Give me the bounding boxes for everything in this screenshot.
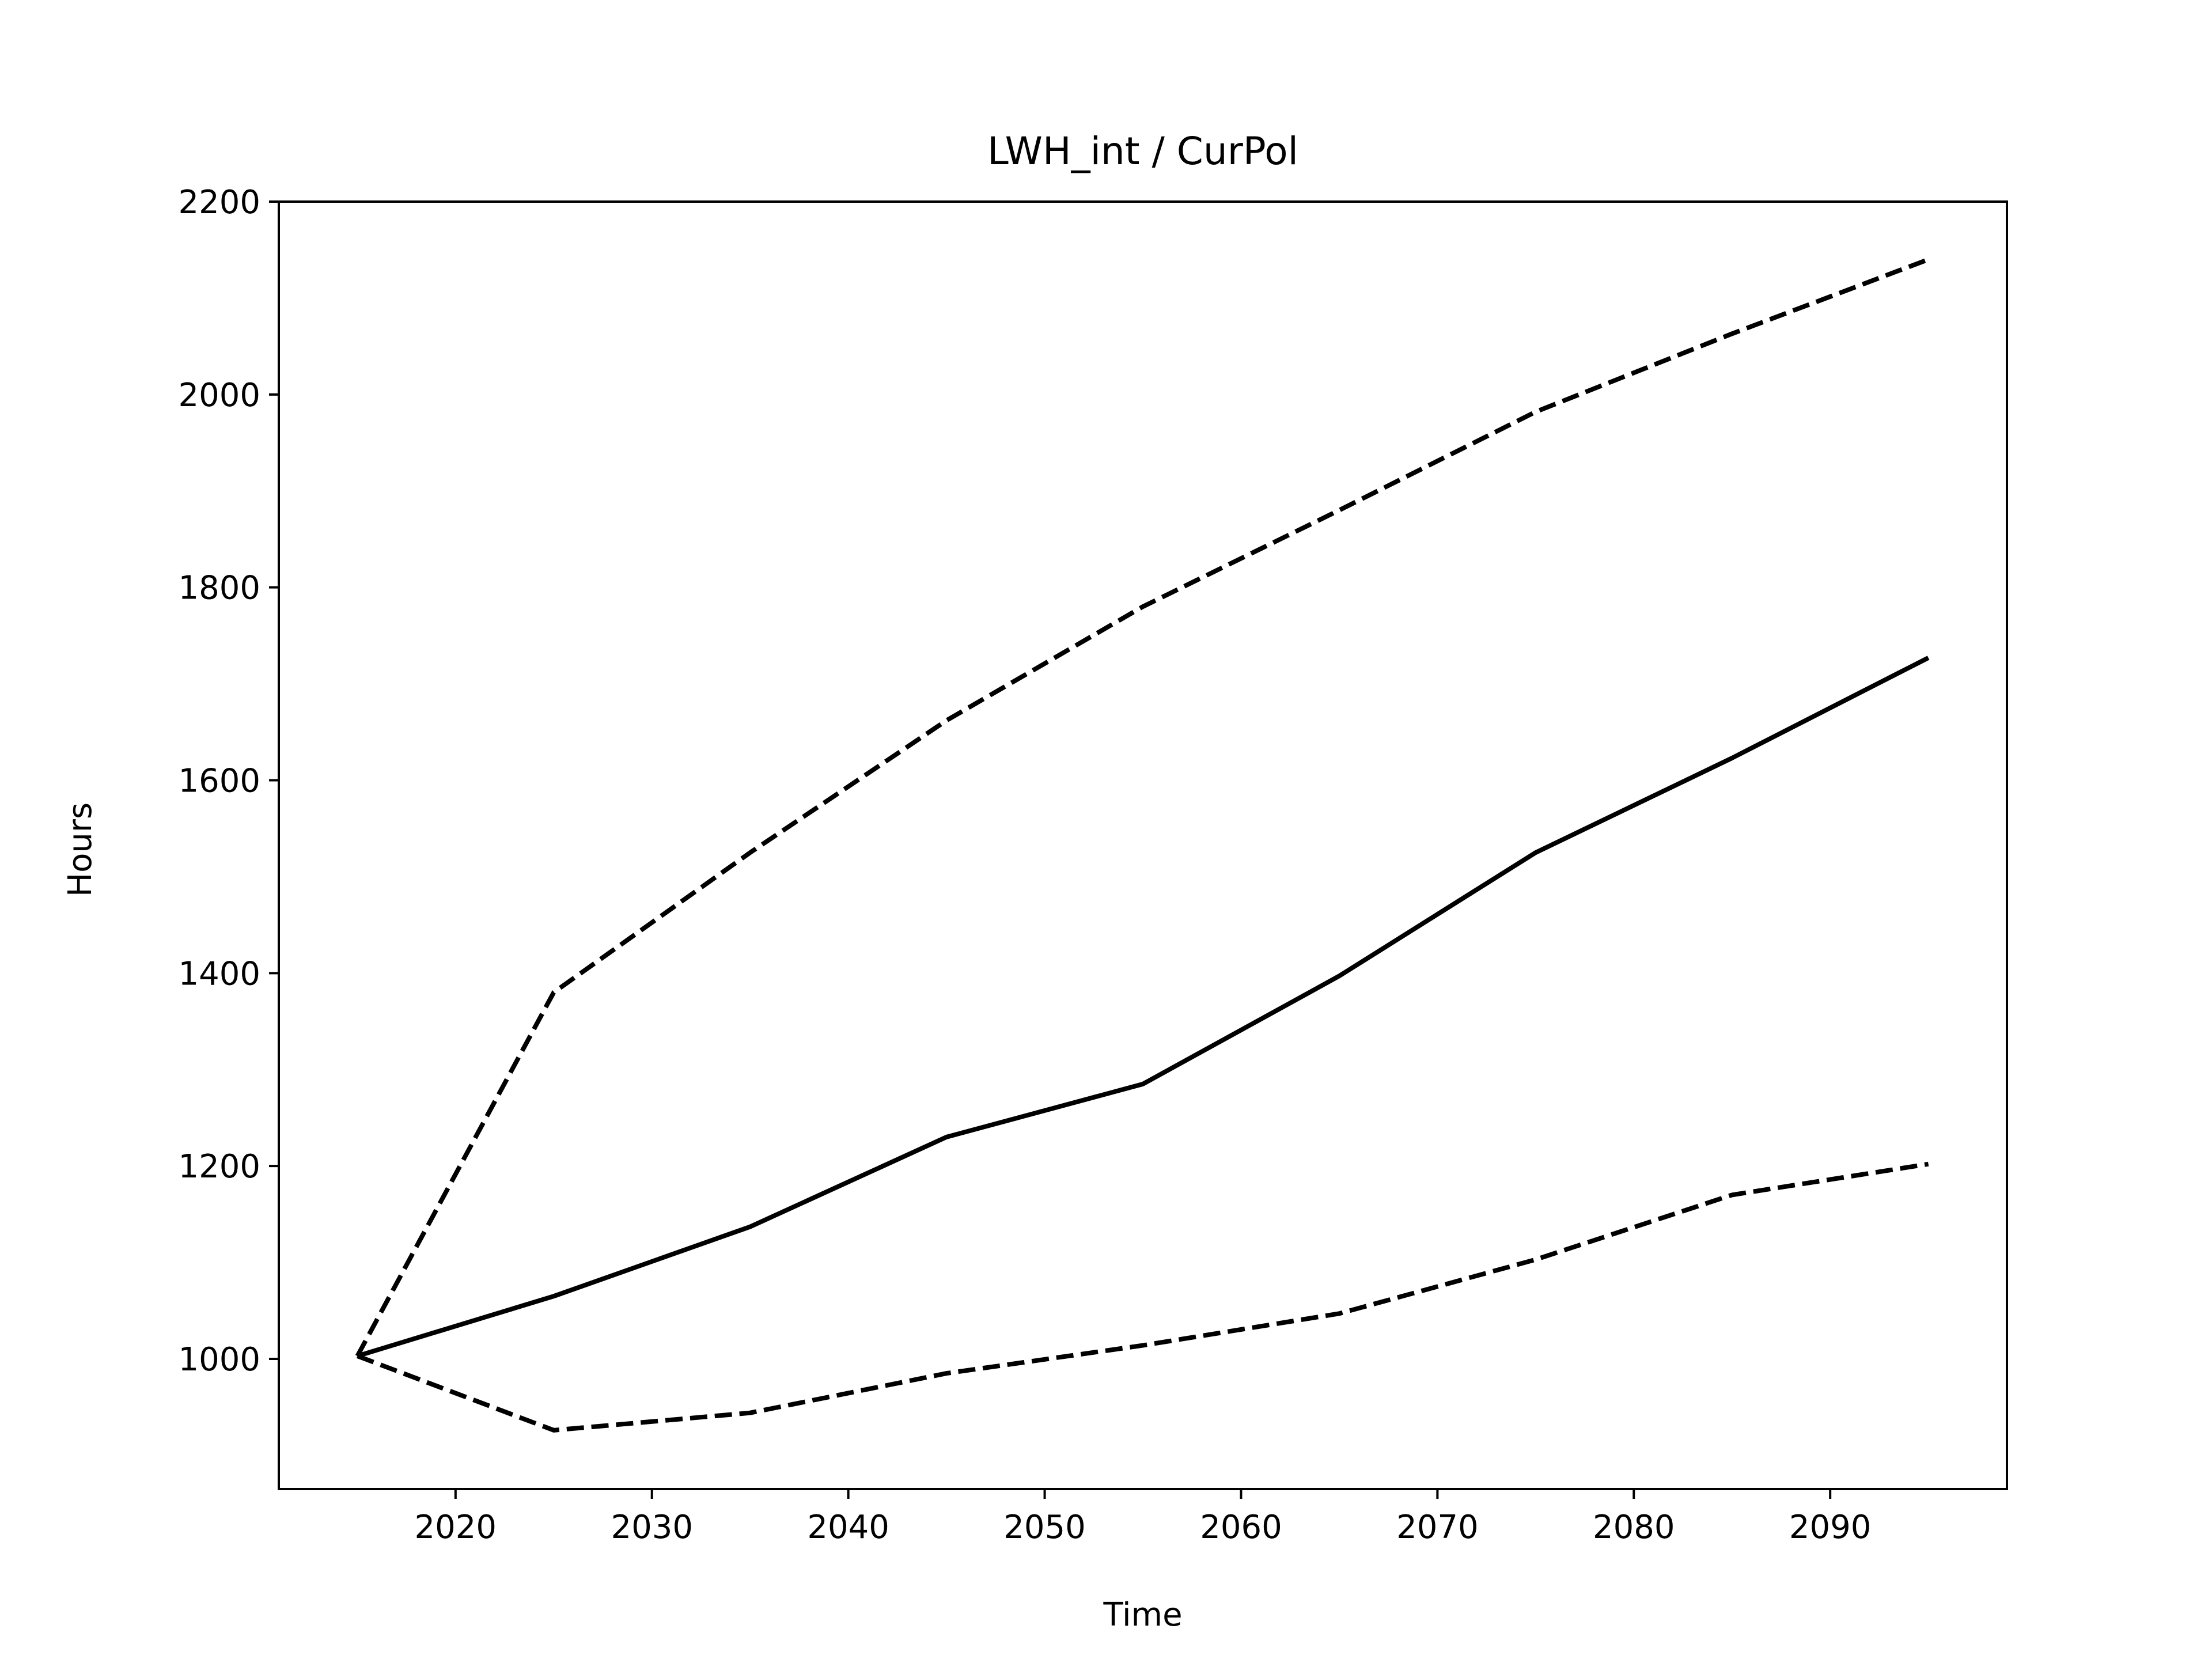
x-tick-label: 2040 — [807, 1509, 889, 1546]
series-layer — [355, 257, 1930, 1433]
x-tick-label: 2030 — [611, 1509, 693, 1546]
x-tick-label: 2060 — [1200, 1509, 1282, 1546]
x-tick-label: 2080 — [1593, 1509, 1675, 1546]
series-line-upper-dashed — [355, 257, 1930, 1357]
y-tick-label: 1200 — [178, 1148, 260, 1185]
y-tick-label: 2200 — [178, 184, 260, 221]
y-tick-label: 1800 — [178, 570, 260, 607]
ticks-layer: 2020 2030 2040 2050 2060 2070 2080 2090 1000 1200… — [178, 184, 1871, 1546]
y-tick-label: 1000 — [178, 1341, 260, 1378]
y-tick-label: 1400 — [178, 955, 260, 993]
chart-title: LWH_int / CurPol — [987, 129, 1298, 173]
x-tick-label: 2020 — [415, 1509, 497, 1546]
y-axis-label: Hours — [62, 802, 99, 897]
series-line-lower-dashed — [356, 1161, 1929, 1433]
x-tick-label: 2070 — [1396, 1509, 1479, 1546]
series-line-solid — [357, 656, 1930, 1358]
x-axis-label: Time — [1103, 1596, 1182, 1634]
y-tick-label: 2000 — [178, 377, 260, 414]
y-tick-label: 1600 — [178, 762, 260, 800]
x-tick-label: 2090 — [1789, 1509, 1872, 1546]
plot-frame — [278, 200, 2008, 1490]
x-tick-label: 2050 — [1003, 1509, 1086, 1546]
